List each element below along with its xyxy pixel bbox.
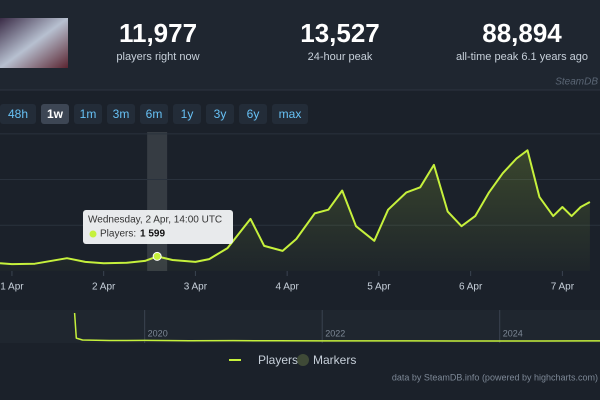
stat-value: 13,527	[300, 18, 380, 48]
area	[0, 150, 590, 271]
range-button[interactable]	[140, 104, 168, 124]
stat-label: 24-hour peak	[308, 51, 373, 63]
x-tick-label: 2020	[148, 328, 168, 338]
legend-item[interactable]: Markers	[313, 353, 356, 367]
tooltip-value: 1 599	[140, 229, 165, 240]
x-tick-label: 2 Apr	[92, 282, 116, 293]
range-button-label[interactable]: 3m	[113, 107, 130, 121]
tooltip-swatch	[89, 230, 97, 238]
range-button[interactable]	[41, 104, 69, 124]
stat-value: 11,977	[119, 18, 197, 48]
x-tick-label: 2024	[503, 328, 523, 338]
range-button-label[interactable]: max	[279, 107, 302, 121]
tooltip-box	[83, 210, 233, 244]
range-button-label[interactable]: 48h	[8, 107, 28, 121]
x-tick-label: 3 Apr	[184, 282, 208, 293]
range-button[interactable]	[239, 104, 267, 124]
range-button-label[interactable]: 1m	[80, 107, 97, 121]
range-button[interactable]	[272, 104, 308, 124]
x-tick-label: 6 Apr	[459, 282, 483, 293]
watermark: SteamDB	[555, 77, 598, 88]
x-tick-label: 7 Apr	[551, 282, 575, 293]
range-button-label[interactable]: 1w	[47, 107, 64, 121]
range-button-label[interactable]: 6y	[247, 107, 260, 121]
header-bg	[0, 0, 600, 90]
line	[0, 149, 591, 266]
x-tick-label: 5 Apr	[367, 282, 391, 293]
range-button[interactable]	[206, 104, 234, 124]
tooltip-label: Players:	[100, 229, 136, 240]
credit[interactable]: data by SteamDB.info (powered by highcha…	[392, 372, 598, 382]
stat-value: 88,894	[482, 18, 562, 48]
stat-label: players right now	[116, 51, 199, 63]
hover-band	[147, 132, 168, 271]
range-button-label[interactable]: 6m	[146, 107, 163, 121]
game-thumbnail	[0, 18, 68, 68]
legend-swatch	[297, 354, 309, 366]
x-tick-label: 1 Apr	[0, 282, 24, 293]
line	[73, 312, 600, 342]
range-button[interactable]	[74, 104, 102, 124]
range-button-label[interactable]: 1y	[181, 107, 194, 121]
x-tick-label: 4 Apr	[275, 282, 299, 293]
range-button-label[interactable]: 3y	[214, 107, 227, 121]
hover-point	[152, 251, 162, 261]
range-button[interactable]	[0, 104, 36, 124]
legend-item[interactable]: Players	[258, 353, 298, 367]
range-button[interactable]	[107, 104, 135, 124]
range-button[interactable]	[173, 104, 201, 124]
legend: Players Markers	[229, 353, 356, 367]
x-tick-label: 2022	[325, 328, 345, 338]
stat-label: all-time peak 6.1 years ago	[456, 51, 588, 63]
tooltip-title: Wednesday, 2 Apr, 14:00 UTC	[88, 215, 222, 226]
